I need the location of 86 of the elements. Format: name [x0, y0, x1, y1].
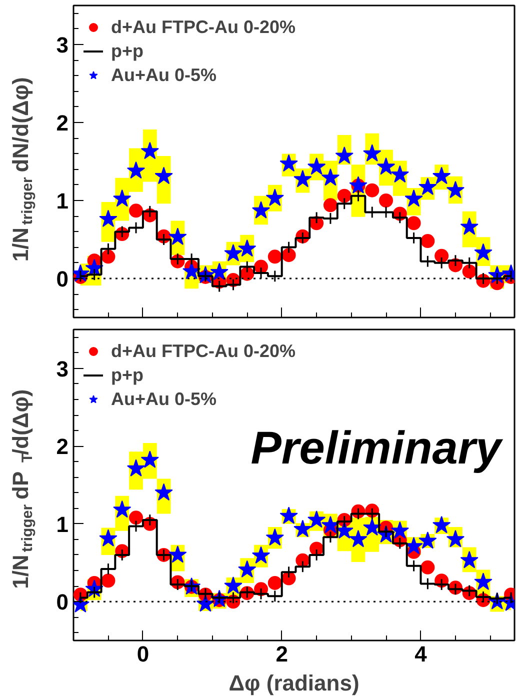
x-tick-label: 2: [276, 642, 288, 666]
y-tick-label: 2: [56, 434, 69, 460]
annotation: Preliminary: [250, 422, 504, 474]
point: [168, 545, 187, 563]
point: [168, 228, 187, 245]
legend-label: p+p: [111, 40, 144, 63]
y-tick-label: 3: [56, 356, 69, 382]
point: [266, 528, 284, 546]
point: [323, 198, 338, 212]
x-tick-label: 4: [414, 642, 428, 666]
point: [460, 550, 478, 568]
y-tick-label: 2: [56, 110, 69, 136]
point: [280, 506, 298, 524]
legend-label: Au+Au 0-5%: [111, 64, 217, 86]
x-tick-label: 0: [136, 642, 150, 666]
point: [154, 483, 173, 501]
point: [474, 243, 492, 261]
y-axis-title: 1/Ntrigger dN/d(Δφ): [8, 77, 36, 262]
point: [363, 144, 382, 162]
y-axis-title: 1/Ntrigger dPT/d(Δφ): [8, 389, 36, 589]
point: [294, 520, 312, 538]
point: [446, 180, 465, 198]
legend-label: d+Au FTPC-Au 0-20%: [111, 16, 296, 38]
point: [460, 218, 478, 235]
point: [321, 168, 340, 186]
point: [406, 216, 421, 230]
point: [308, 157, 326, 175]
point: [335, 521, 354, 539]
point: [224, 576, 242, 594]
point: [321, 516, 340, 534]
point: [154, 166, 173, 184]
point: [252, 546, 270, 564]
point: [113, 189, 132, 207]
point: [420, 234, 435, 248]
legend-label: p+p: [111, 364, 144, 387]
point: [126, 459, 146, 476]
point: [390, 521, 409, 539]
point: [365, 183, 380, 198]
point: [252, 201, 270, 218]
point: [418, 178, 437, 196]
point: [308, 510, 326, 528]
point: [434, 248, 449, 263]
point: [140, 450, 159, 468]
point: [268, 250, 282, 264]
point: [432, 516, 451, 534]
point: [99, 210, 118, 227]
point: [335, 146, 354, 164]
point: [282, 248, 296, 262]
point: [113, 500, 132, 518]
point: [101, 574, 116, 588]
point: [126, 161, 146, 179]
point: [404, 189, 423, 207]
point: [446, 530, 465, 548]
point: [337, 188, 352, 203]
point: [99, 529, 118, 546]
y-tick-label: 1: [56, 188, 69, 214]
point: [390, 165, 409, 183]
point: [432, 166, 451, 184]
legend-label: d+Au FTPC-Au 0-20%: [111, 340, 296, 362]
point: [129, 510, 144, 525]
y-tick-label: 3: [56, 32, 69, 58]
point: [280, 154, 298, 172]
point: [294, 170, 312, 188]
point: [379, 194, 394, 208]
y-tick-label: 0: [56, 266, 69, 292]
point: [363, 518, 382, 536]
point: [268, 576, 282, 590]
point: [101, 250, 116, 264]
point: [140, 142, 159, 160]
point: [376, 157, 396, 175]
y-tick-label: 0: [56, 590, 69, 615]
x-axis-title: Δφ (radians): [228, 670, 360, 696]
point: [418, 531, 437, 549]
point: [462, 264, 476, 278]
y-tick-label: 1: [56, 512, 69, 537]
legend-label: Au+Au 0-5%: [111, 388, 217, 410]
point: [420, 560, 435, 574]
point: [182, 262, 201, 280]
point: [349, 530, 368, 548]
point: [224, 244, 242, 262]
point: [238, 560, 256, 578]
point: [474, 572, 492, 590]
point: [238, 239, 256, 257]
point: [210, 262, 228, 280]
point: [129, 204, 144, 218]
point: [266, 188, 284, 206]
